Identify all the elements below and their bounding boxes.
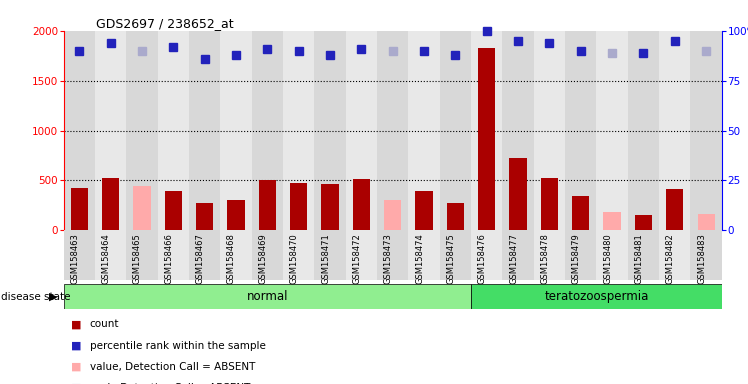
Bar xyxy=(346,31,377,230)
Bar xyxy=(440,230,471,280)
Bar xyxy=(698,214,715,230)
Bar xyxy=(408,31,440,230)
Text: GSM158479: GSM158479 xyxy=(571,233,580,284)
Bar xyxy=(541,179,558,230)
Bar xyxy=(635,215,652,230)
Text: GSM158463: GSM158463 xyxy=(70,233,79,284)
Text: GSM158471: GSM158471 xyxy=(321,233,330,284)
Bar xyxy=(666,189,684,230)
Text: GSM158477: GSM158477 xyxy=(509,233,518,284)
Text: rank, Detection Call = ABSENT: rank, Detection Call = ABSENT xyxy=(90,383,250,384)
Text: GSM158475: GSM158475 xyxy=(447,233,456,284)
Bar xyxy=(189,230,221,280)
Text: value, Detection Call = ABSENT: value, Detection Call = ABSENT xyxy=(90,362,255,372)
Bar xyxy=(596,230,628,280)
Text: teratozoospermia: teratozoospermia xyxy=(545,290,649,303)
Bar xyxy=(322,184,339,230)
Bar xyxy=(221,230,251,280)
Bar xyxy=(659,31,690,230)
Bar xyxy=(189,31,221,230)
Text: GSM158466: GSM158466 xyxy=(165,233,174,284)
Bar xyxy=(251,230,283,280)
Bar xyxy=(126,31,158,230)
Bar xyxy=(377,31,408,230)
Bar xyxy=(251,31,283,230)
Bar xyxy=(283,230,314,280)
Text: GSM158468: GSM158468 xyxy=(227,233,236,284)
Text: GSM158476: GSM158476 xyxy=(478,233,487,284)
Bar xyxy=(471,31,503,230)
Text: GSM158465: GSM158465 xyxy=(133,233,142,284)
Text: ■: ■ xyxy=(71,383,82,384)
Bar xyxy=(534,230,565,280)
Bar xyxy=(659,230,690,280)
Bar xyxy=(314,230,346,280)
Text: normal: normal xyxy=(247,290,288,303)
Bar xyxy=(690,230,722,280)
Text: GSM158473: GSM158473 xyxy=(384,233,393,284)
Bar xyxy=(70,189,88,230)
Text: GSM158464: GSM158464 xyxy=(102,233,111,284)
Bar xyxy=(64,284,471,309)
Bar xyxy=(596,31,628,230)
Bar xyxy=(346,230,377,280)
Bar xyxy=(377,230,408,280)
Bar xyxy=(509,157,527,230)
Bar xyxy=(196,204,213,230)
Bar xyxy=(221,31,251,230)
Text: GSM158481: GSM158481 xyxy=(634,233,643,284)
Bar xyxy=(165,192,182,230)
Bar xyxy=(604,212,621,230)
Text: GSM158478: GSM158478 xyxy=(540,233,550,284)
Bar xyxy=(628,230,659,280)
Text: GSM158474: GSM158474 xyxy=(415,233,424,284)
Text: count: count xyxy=(90,319,119,329)
Text: percentile rank within the sample: percentile rank within the sample xyxy=(90,341,266,351)
Bar xyxy=(690,31,722,230)
Bar xyxy=(353,179,370,230)
Text: GSM158467: GSM158467 xyxy=(196,233,205,284)
Bar xyxy=(64,230,95,280)
Text: ■: ■ xyxy=(71,319,82,329)
Bar xyxy=(534,31,565,230)
Bar xyxy=(133,187,150,230)
Bar xyxy=(572,197,589,230)
Text: disease state: disease state xyxy=(1,291,71,302)
Bar xyxy=(95,31,126,230)
Text: ■: ■ xyxy=(71,341,82,351)
Bar xyxy=(283,31,314,230)
Bar xyxy=(447,204,464,230)
Text: ■: ■ xyxy=(71,362,82,372)
Text: GSM158482: GSM158482 xyxy=(666,233,675,284)
Bar xyxy=(471,230,503,280)
Bar xyxy=(415,191,432,230)
Bar xyxy=(259,180,276,230)
Bar xyxy=(503,31,534,230)
Text: GSM158480: GSM158480 xyxy=(603,233,612,284)
Text: GDS2697 / 238652_at: GDS2697 / 238652_at xyxy=(96,17,234,30)
Bar xyxy=(471,284,722,309)
Bar xyxy=(440,31,471,230)
Text: GSM158483: GSM158483 xyxy=(697,233,706,284)
Bar xyxy=(158,230,189,280)
Bar xyxy=(478,48,495,230)
Text: GSM158470: GSM158470 xyxy=(289,233,298,284)
Text: ▶: ▶ xyxy=(49,291,58,302)
Bar xyxy=(64,31,95,230)
Bar xyxy=(95,230,126,280)
Bar xyxy=(102,179,119,230)
Bar xyxy=(290,184,307,230)
Bar xyxy=(126,230,158,280)
Bar xyxy=(314,31,346,230)
Text: GSM158469: GSM158469 xyxy=(258,233,267,284)
Bar xyxy=(628,31,659,230)
Bar xyxy=(158,31,189,230)
Text: GSM158472: GSM158472 xyxy=(352,233,361,284)
Bar xyxy=(565,230,596,280)
Bar xyxy=(384,200,402,230)
Bar xyxy=(503,230,534,280)
Bar xyxy=(227,200,245,230)
Bar xyxy=(565,31,596,230)
Bar xyxy=(408,230,440,280)
